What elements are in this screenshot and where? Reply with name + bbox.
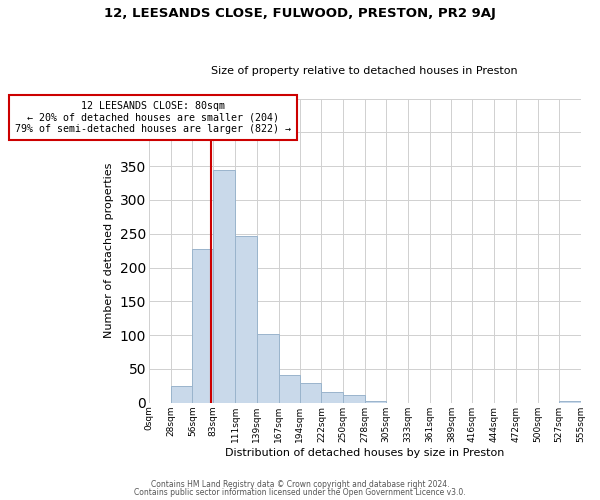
Bar	[559, 402, 581, 403]
Text: 12, LEESANDS CLOSE, FULWOOD, PRESTON, PR2 9AJ: 12, LEESANDS CLOSE, FULWOOD, PRESTON, PR…	[104, 8, 496, 20]
Bar	[170, 386, 193, 403]
Bar	[300, 383, 322, 403]
Bar	[193, 248, 214, 403]
Bar	[279, 375, 300, 403]
Bar	[235, 236, 257, 403]
Bar	[257, 334, 279, 403]
Y-axis label: Number of detached properties: Number of detached properties	[104, 163, 114, 338]
Bar	[214, 170, 235, 403]
Title: Size of property relative to detached houses in Preston: Size of property relative to detached ho…	[211, 66, 518, 76]
Text: 12 LEESANDS CLOSE: 80sqm
← 20% of detached houses are smaller (204)
79% of semi-: 12 LEESANDS CLOSE: 80sqm ← 20% of detach…	[14, 100, 290, 134]
X-axis label: Distribution of detached houses by size in Preston: Distribution of detached houses by size …	[225, 448, 505, 458]
Text: Contains HM Land Registry data © Crown copyright and database right 2024.: Contains HM Land Registry data © Crown c…	[151, 480, 449, 489]
Text: Contains public sector information licensed under the Open Government Licence v3: Contains public sector information licen…	[134, 488, 466, 497]
Bar	[365, 402, 386, 403]
Bar	[343, 396, 365, 403]
Bar	[322, 392, 343, 403]
